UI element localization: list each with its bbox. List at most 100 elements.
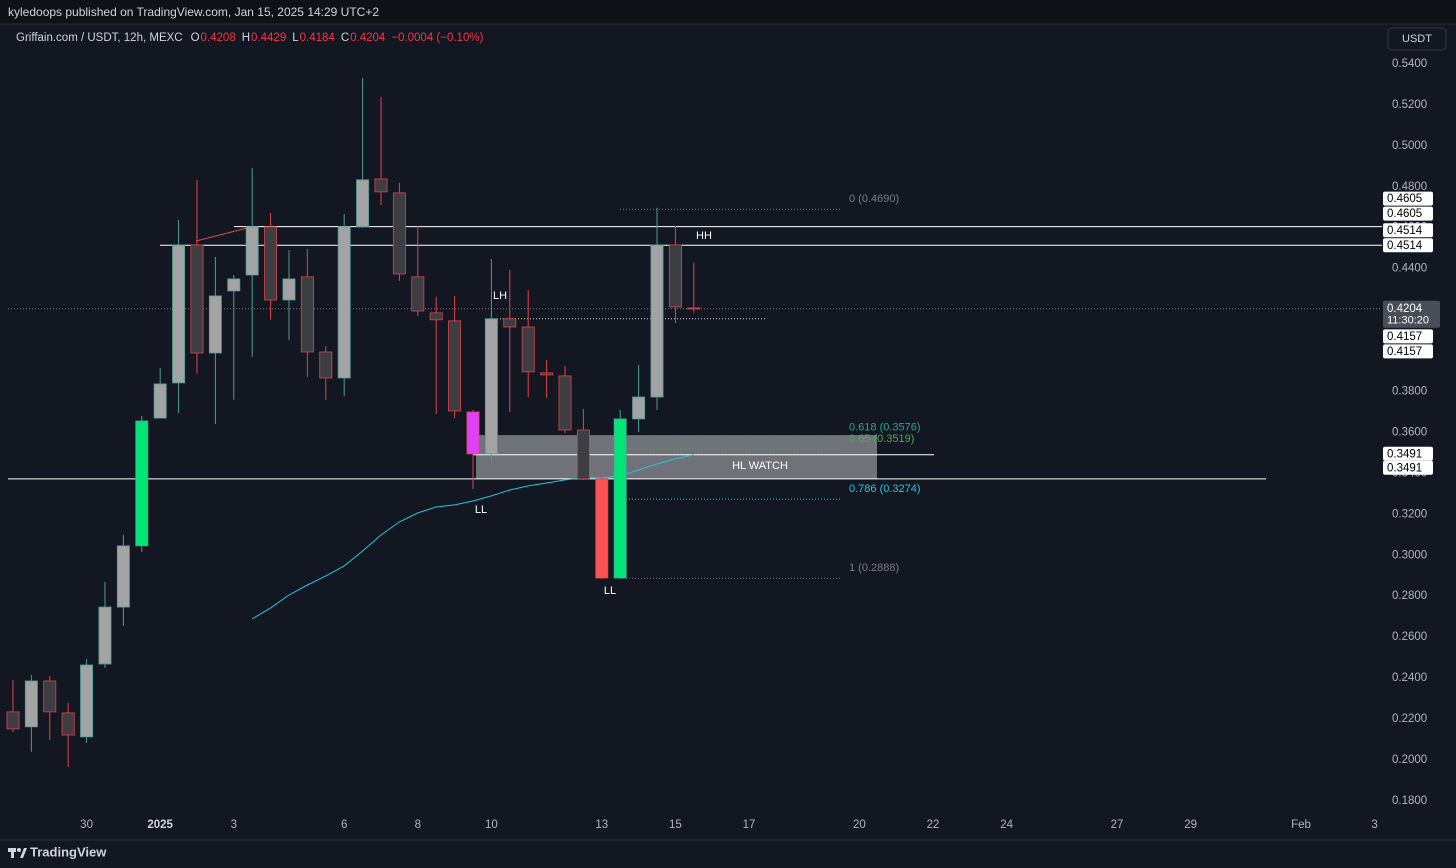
price-tag <box>1383 446 1433 461</box>
candle-body <box>558 375 572 431</box>
candle-body <box>448 320 462 412</box>
fib-label: 0.618 (0.3576) <box>849 421 921 433</box>
candle-body <box>484 318 498 455</box>
candle-body <box>613 418 627 579</box>
y-tick-label: 0.3600 <box>1392 426 1427 438</box>
price-tag <box>1383 206 1433 221</box>
candle-body <box>503 318 517 328</box>
legend-key: C <box>341 32 349 44</box>
legend-value: 0.4184 <box>300 32 336 44</box>
x-tick-label: 3 <box>1371 819 1377 831</box>
candle-body <box>337 226 351 379</box>
price-tag-label: 0.4157 <box>1387 331 1422 343</box>
currency-button[interactable] <box>1387 27 1447 51</box>
legend-value: 0.4429 <box>251 32 286 44</box>
candle-body <box>687 307 701 310</box>
candle-body <box>282 278 296 301</box>
hl-box <box>476 435 877 479</box>
x-tick-label: 6 <box>341 819 347 831</box>
last-price-tag <box>1383 300 1440 328</box>
logo <box>8 848 27 858</box>
legend-value: 0.4208 <box>201 32 236 44</box>
annotation: LL <box>475 504 487 516</box>
x-tick-label: 24 <box>1000 819 1013 831</box>
candle-body <box>24 680 38 728</box>
y-tick-label: 0.5000 <box>1392 140 1427 152</box>
hl-box-label: HL WATCH <box>732 460 788 472</box>
candle-body <box>319 351 333 379</box>
fib-label: 0 (0.4690) <box>849 193 899 205</box>
x-tick-label: 10 <box>485 819 498 831</box>
y-tick-label: 0.4400 <box>1392 263 1427 275</box>
x-tick-label: 3 <box>231 819 237 831</box>
candle-body <box>668 244 682 308</box>
candle-body <box>411 276 425 312</box>
published-note: kyledoops published on TradingView.com, … <box>8 5 379 19</box>
fib-label: 0.786 (0.3274) <box>849 483 921 495</box>
legend-symbol: Griffain.com / USDT, 12h, MEXC <box>16 32 183 44</box>
y-tick-label: 0.5200 <box>1392 99 1427 111</box>
candle-body <box>392 192 406 275</box>
price-tag <box>1383 238 1433 253</box>
x-tick-label: 30 <box>80 819 93 831</box>
trend-line <box>195 226 252 242</box>
y-tick-label: 0.3800 <box>1392 386 1427 398</box>
y-tick-label: 0.2600 <box>1392 631 1427 643</box>
y-tick-label: 0.3000 <box>1392 549 1427 561</box>
x-tick-label: 15 <box>669 819 682 831</box>
candle-body <box>135 420 149 547</box>
price-tag <box>1383 191 1433 206</box>
countdown-label: 11:30:20 <box>1387 315 1429 327</box>
candle-body <box>650 244 664 398</box>
candle-body <box>80 664 94 738</box>
legend-value: 0.4204 <box>350 32 386 44</box>
candle-body <box>521 326 535 373</box>
candle-body <box>153 383 167 419</box>
y-tick-label: 0.3200 <box>1392 508 1427 520</box>
x-tick-label: 2025 <box>147 819 173 831</box>
price-tag <box>1383 344 1433 359</box>
candle-body <box>356 179 370 228</box>
candle-body <box>61 712 75 736</box>
candle-body <box>374 178 388 193</box>
price-tag <box>1383 460 1433 475</box>
legend-key: H <box>242 32 250 44</box>
price-tag-label: 0.4514 <box>1387 225 1423 237</box>
fib-label: 1 (0.2888) <box>849 562 899 574</box>
price-tag-label: 0.3491 <box>1387 448 1422 460</box>
y-tick-label: 0.2200 <box>1392 713 1427 725</box>
legend-change: −0.0004 (−0.10%) <box>391 32 483 44</box>
candle-body <box>227 278 241 292</box>
y-tick-label: 0.2000 <box>1392 754 1427 766</box>
price-tag-label: 0.3491 <box>1387 462 1422 474</box>
candle-body <box>429 312 443 321</box>
footer-brand: TradingView <box>30 844 107 859</box>
candle-body <box>632 396 646 420</box>
currency-label[interactable]: USDT <box>1402 33 1432 45</box>
candle-body <box>43 680 57 713</box>
price-tag-label: 0.4605 <box>1387 193 1422 205</box>
price-tag <box>1383 223 1433 238</box>
x-tick-label: 29 <box>1184 819 1197 831</box>
x-tick-label: 13 <box>595 819 608 831</box>
candle-body <box>172 244 186 384</box>
x-tick-label: Feb <box>1291 819 1311 831</box>
x-tick-label: 20 <box>853 819 866 831</box>
last-price-label: 0.4204 <box>1387 303 1423 315</box>
candle-body <box>190 244 204 354</box>
candle-body <box>466 411 480 455</box>
annotation: LH <box>493 290 507 302</box>
candle-body <box>98 606 112 665</box>
candle-body <box>208 295 222 354</box>
candle-body <box>300 276 314 353</box>
x-tick-label: 17 <box>743 819 756 831</box>
candle-body <box>264 226 278 301</box>
fib-label: 0.65 (0.3519) <box>849 433 914 445</box>
price-tag-label: 0.4157 <box>1387 346 1422 358</box>
price-tag-label: 0.4605 <box>1387 208 1422 220</box>
y-tick-label: 0.2400 <box>1392 672 1427 684</box>
legend-key: L <box>292 32 299 44</box>
price-tag <box>1383 329 1433 344</box>
